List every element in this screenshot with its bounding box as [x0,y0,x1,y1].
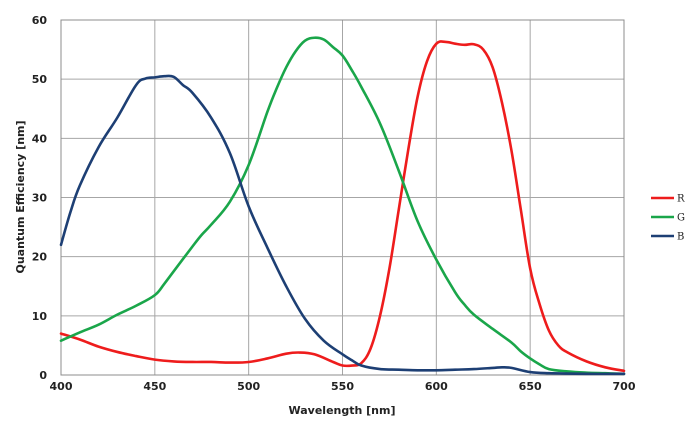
x-tick-label-650: 650 [519,380,542,393]
y-tick-label-0: 0 [39,369,47,382]
y-tick-label-50: 50 [32,73,48,86]
series-line-B [59,74,626,376]
x-axis-title: Wavelength [nm] [289,404,396,417]
legend-label-R: R [677,194,685,205]
x-tick-label-550: 550 [331,380,354,393]
series-lines [59,36,626,376]
y-tick-label-40: 40 [32,132,48,145]
x-tick-label-600: 600 [425,380,448,393]
legend-label-G: G [677,213,685,224]
y-tick-label-20: 20 [32,251,48,264]
legend-label-B: B [677,232,684,243]
x-tick-label-500: 500 [237,380,260,393]
legend: RGB [651,194,685,243]
x-axis-ticks: 400 450 500 550 600 650 700 [50,380,636,393]
y-axis-ticks: 0 10 20 30 40 50 60 [32,14,48,382]
x-tick-label-450: 450 [143,380,166,393]
series-line-G [59,36,626,376]
x-tick-label-400: 400 [50,380,73,393]
y-tick-label-60: 60 [32,14,48,27]
y-tick-label-30: 30 [32,192,48,205]
y-tick-label-10: 10 [32,310,48,323]
series-line-R [59,40,626,373]
y-axis-title: Quantum Efficiency [nm] [14,120,27,273]
x-tick-label-700: 700 [613,380,636,393]
plot-border [60,19,625,376]
